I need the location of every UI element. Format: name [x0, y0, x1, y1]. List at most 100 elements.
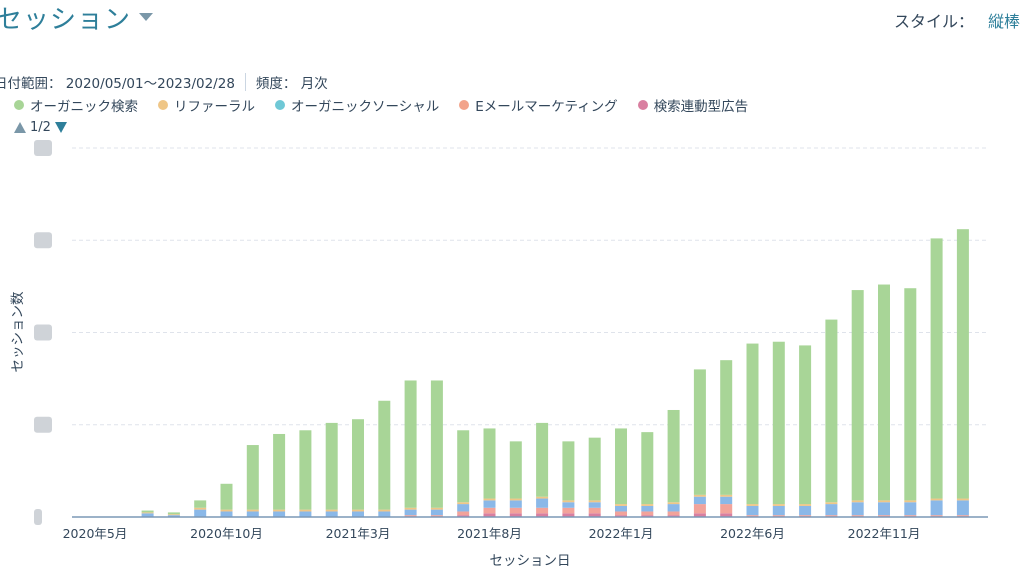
- legend-item-referral[interactable]: リファーラル: [158, 95, 255, 115]
- bar-segment[interactable]: [509, 441, 522, 499]
- bar-segment[interactable]: [930, 500, 943, 516]
- bar-segment[interactable]: [378, 511, 391, 517]
- bar-segment[interactable]: [772, 504, 785, 506]
- bar-segment[interactable]: [746, 343, 759, 505]
- bar-segment[interactable]: [588, 513, 601, 517]
- bar-segment[interactable]: [430, 380, 443, 508]
- bar-segment[interactable]: [904, 515, 917, 517]
- bar-segment[interactable]: [772, 341, 785, 505]
- bar-segment[interactable]: [457, 430, 470, 503]
- bar-segment[interactable]: [588, 502, 601, 508]
- bar-segment[interactable]: [194, 500, 207, 508]
- bar-segment[interactable]: [509, 513, 522, 517]
- bar-segment[interactable]: [509, 507, 522, 514]
- bar-segment[interactable]: [352, 509, 364, 512]
- bar-segment[interactable]: [404, 515, 417, 517]
- bar-segment[interactable]: [273, 511, 286, 517]
- bar-segment[interactable]: [878, 500, 890, 503]
- bar-segment[interactable]: [772, 515, 785, 517]
- bar-segment[interactable]: [167, 514, 180, 516]
- bar-segment[interactable]: [562, 507, 575, 514]
- bar-segment[interactable]: [352, 511, 364, 517]
- bar-segment[interactable]: [667, 502, 680, 505]
- bar-segment[interactable]: [457, 502, 470, 505]
- bar-segment[interactable]: [641, 511, 654, 516]
- bar-segment[interactable]: [641, 432, 654, 505]
- bar-segment[interactable]: [167, 512, 180, 515]
- bar-segment[interactable]: [720, 504, 733, 514]
- bar-segment[interactable]: [693, 496, 706, 505]
- bar-segment[interactable]: [509, 500, 522, 508]
- bar-segment[interactable]: [536, 507, 549, 514]
- bar-segment[interactable]: [457, 504, 470, 512]
- bar-segment[interactable]: [693, 494, 706, 497]
- bar-segment[interactable]: [667, 504, 680, 512]
- bar-segment[interactable]: [220, 511, 233, 517]
- bar-segment[interactable]: [220, 483, 233, 510]
- bar-segment[interactable]: [904, 502, 917, 516]
- bar-segment[interactable]: [930, 515, 943, 517]
- bar-segment[interactable]: [693, 504, 706, 514]
- bar-segment[interactable]: [141, 510, 154, 513]
- bar-segment[interactable]: [483, 513, 496, 517]
- bar-segment[interactable]: [615, 504, 627, 506]
- bar-segment[interactable]: [641, 505, 654, 512]
- frequency-filter[interactable]: 頻度： 月次: [255, 76, 328, 92]
- bar-segment[interactable]: [352, 419, 364, 510]
- bar-segment[interactable]: [851, 502, 864, 516]
- legend-item-paid-search[interactable]: 検索連動型広告: [637, 95, 748, 115]
- bar-segment[interactable]: [720, 360, 733, 495]
- bar-segment[interactable]: [536, 513, 549, 517]
- bar-segment[interactable]: [825, 502, 838, 505]
- bar-segment[interactable]: [483, 428, 496, 499]
- bar-segment[interactable]: [746, 504, 759, 506]
- bar-segment[interactable]: [430, 507, 443, 510]
- style-value-button[interactable]: 縦棒: [987, 12, 1020, 31]
- bar-segment[interactable]: [509, 498, 522, 501]
- bar-segment[interactable]: [641, 504, 654, 506]
- bar-segment[interactable]: [536, 496, 549, 499]
- bar-segment[interactable]: [430, 515, 443, 517]
- bar-segment[interactable]: [404, 380, 417, 508]
- bar-segment[interactable]: [378, 509, 391, 512]
- bar-segment[interactable]: [325, 511, 338, 517]
- bar-segment[interactable]: [667, 409, 680, 503]
- bar-segment[interactable]: [299, 430, 312, 510]
- bar-segment[interactable]: [799, 515, 812, 517]
- bar-segment[interactable]: [825, 515, 838, 517]
- bar-segment[interactable]: [772, 505, 785, 516]
- bar-segment[interactable]: [851, 290, 864, 501]
- date-range-filter[interactable]: 日付範囲： 2020/05/01〜2023/02/28: [0, 76, 235, 92]
- bar-segment[interactable]: [220, 509, 233, 512]
- bar-segment[interactable]: [325, 422, 338, 510]
- bar-segment[interactable]: [720, 513, 733, 517]
- pager-down-icon[interactable]: [54, 122, 67, 133]
- bar-segment[interactable]: [799, 504, 812, 506]
- bar-segment[interactable]: [851, 500, 864, 503]
- bar-segment[interactable]: [536, 422, 549, 497]
- bar-segment[interactable]: [904, 288, 917, 501]
- bar-segment[interactable]: [799, 345, 812, 505]
- bar-segment[interactable]: [956, 229, 969, 499]
- bar-segment[interactable]: [246, 511, 259, 517]
- bar-segment[interactable]: [483, 500, 496, 508]
- title-dropdown-caret-icon[interactable]: [139, 13, 154, 21]
- bar-segment[interactable]: [141, 512, 154, 514]
- bar-segment[interactable]: [167, 515, 180, 517]
- bar-segment[interactable]: [930, 238, 943, 499]
- bar-segment[interactable]: [194, 509, 207, 517]
- bar-segment[interactable]: [536, 498, 549, 508]
- bar-segment[interactable]: [878, 502, 890, 516]
- bar-segment[interactable]: [825, 319, 838, 503]
- bar-segment[interactable]: [299, 509, 312, 512]
- bar-segment[interactable]: [746, 515, 759, 517]
- bar-segment[interactable]: [851, 515, 864, 517]
- bar-segment[interactable]: [483, 507, 496, 514]
- bar-segment[interactable]: [404, 507, 417, 510]
- bar-segment[interactable]: [457, 511, 470, 516]
- bar-segment[interactable]: [562, 502, 575, 508]
- bar-segment[interactable]: [615, 515, 627, 517]
- bar-segment[interactable]: [720, 496, 733, 505]
- bar-segment[interactable]: [956, 500, 969, 516]
- bar-segment[interactable]: [693, 513, 706, 517]
